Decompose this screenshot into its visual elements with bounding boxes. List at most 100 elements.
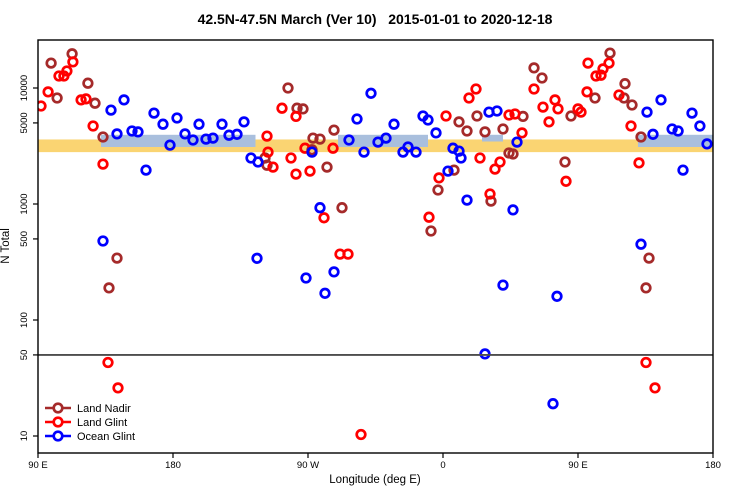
data-point [463,92,475,104]
legend-item: Land Glint [45,416,127,429]
legend-item: Land Nadir [45,402,131,415]
data-point [105,104,117,116]
data-point [290,110,302,123]
data-point [342,248,354,260]
data-point [582,57,594,69]
data-point [551,290,563,302]
data-point [423,211,435,223]
x-tick-label: 90 E [568,460,588,471]
data-point [537,101,549,113]
data-point [97,131,109,143]
legend: Land Nadir Land Glint Ocean Glint [45,402,135,443]
data-point [655,94,667,106]
data-point [200,133,212,145]
data-point [148,107,160,119]
x-tick-label: 90 E [28,460,48,471]
data-point [179,128,191,140]
data-point [455,152,467,164]
x-tick-label: 180 [165,460,181,471]
legend-label: Land Nadir [77,403,131,415]
data-point [126,125,138,137]
data-point [300,272,312,284]
data-point [97,158,109,170]
data-point [282,82,294,94]
data-point [603,57,615,69]
data-point [306,146,318,158]
y-tick-label: 500 [19,231,30,247]
legend-marker [52,416,64,428]
series-land-nadir [45,47,655,294]
data-point [87,120,99,132]
chart-title: 42.5N-47.5N March (Ver 10) 2015-01-01 to… [197,11,553,27]
data-point [491,105,503,117]
data-point [425,225,437,237]
data-point [358,146,370,158]
data-point [604,47,616,59]
data-point [422,114,434,126]
data-point [565,110,577,122]
blue-band-thin [482,134,503,142]
data-point [336,202,348,214]
data-point [575,106,587,118]
data-point [111,128,123,140]
data-point [677,164,689,176]
legend-item: Ocean Glint [45,430,135,443]
data-point [672,125,684,137]
data-point [686,107,698,119]
data-point [511,136,523,148]
y-tick-label: 5000 [19,112,30,133]
data-point [319,287,331,299]
data-point [252,156,264,168]
data-point [132,126,144,138]
data-point [290,168,302,180]
y-tick-label: 100 [19,312,30,328]
data-point [590,70,602,82]
data-point [207,132,219,144]
data-point [157,118,169,130]
data-point [625,120,637,132]
data-point [238,116,250,128]
data-point [216,118,228,130]
data-point [321,161,333,173]
data-point [103,282,115,294]
data-point [75,94,87,106]
data-point [471,110,483,122]
data-point [549,94,561,106]
data-point [489,163,501,175]
data-point [267,161,279,173]
data-point [327,142,339,154]
plot-inner [38,47,713,441]
data-point [461,194,473,206]
data-point [231,128,243,140]
data-point [118,94,130,106]
plot-border [37,39,714,454]
data-point [701,138,713,150]
data-point [626,99,638,111]
data-point [641,106,653,118]
data-point [328,266,340,278]
data-point [285,152,297,164]
data-point [643,252,655,264]
legend-marker [52,402,64,414]
data-point [80,93,92,105]
data-point [140,164,152,176]
data-point [388,118,400,130]
data-point [112,382,124,394]
data-point [442,165,454,177]
data-point [343,134,355,146]
data-point [528,83,540,95]
data-point [440,110,452,122]
data-point [485,195,497,207]
data-point [543,116,555,128]
data-point [560,175,572,187]
legend-label: Ocean Glint [77,431,135,443]
data-point [666,123,678,135]
data-point [633,157,645,169]
data-point [171,112,183,124]
data-point [516,127,528,139]
x-tick-label: 0 [440,460,445,471]
data-point [453,116,465,128]
data-point [433,172,445,184]
data-point [507,204,519,216]
